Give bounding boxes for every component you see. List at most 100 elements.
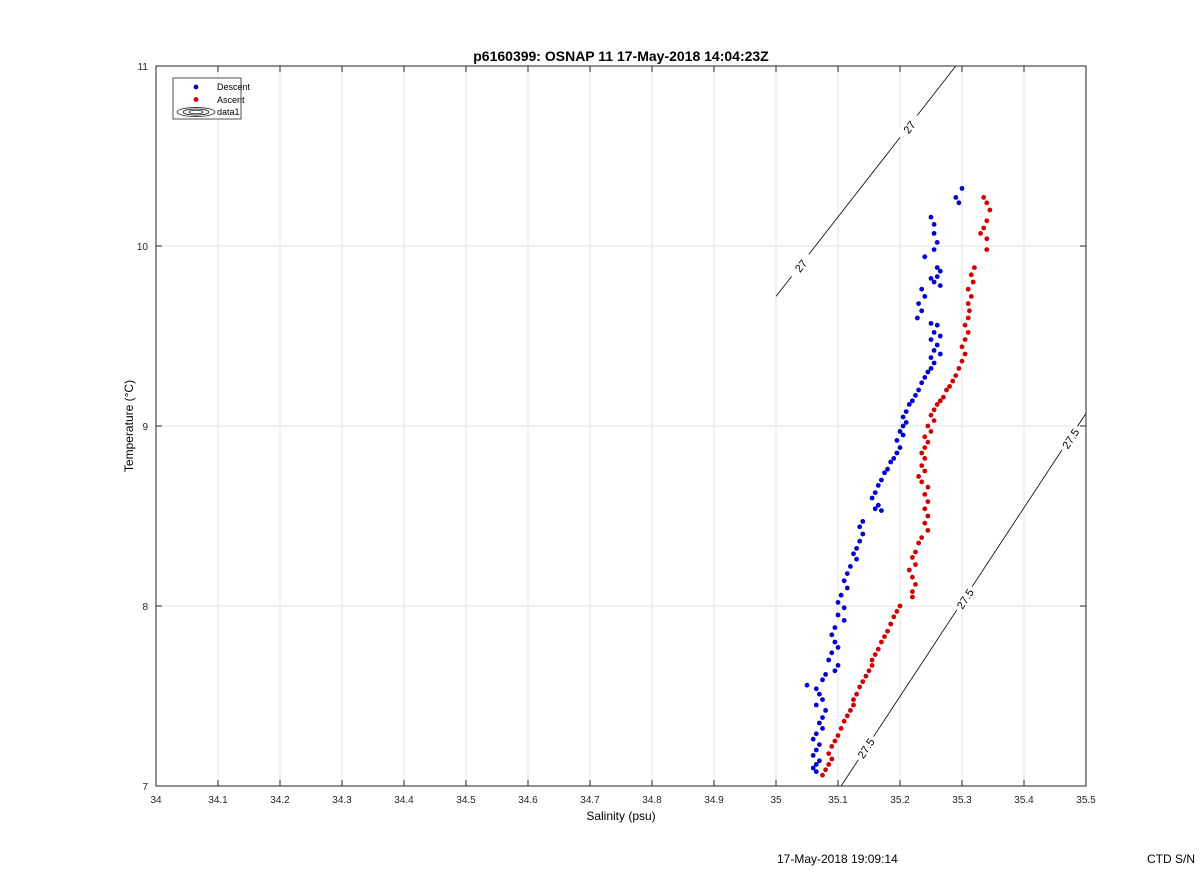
descent-point bbox=[835, 645, 841, 650]
descent-point bbox=[854, 546, 859, 551]
descent-point bbox=[860, 531, 866, 537]
footer-ctd-serial: CTD S/N bbox=[1147, 852, 1195, 866]
descent-point bbox=[841, 578, 847, 584]
ascent-point bbox=[959, 358, 965, 364]
x-tick-label: 34.1 bbox=[208, 795, 228, 806]
x-tick-label: 34.5 bbox=[456, 795, 476, 806]
ascent-point bbox=[866, 668, 872, 674]
descent-point bbox=[937, 268, 943, 274]
descent-point bbox=[931, 231, 937, 236]
descent-point bbox=[897, 445, 903, 450]
ascent-point bbox=[984, 200, 990, 206]
ascent-point bbox=[972, 265, 977, 270]
x-tick-label: 34 bbox=[150, 795, 162, 806]
data-points bbox=[804, 186, 993, 778]
ascent-point bbox=[835, 733, 841, 738]
descent-point bbox=[857, 538, 863, 544]
ascent-point bbox=[928, 429, 934, 434]
ascent-point bbox=[965, 330, 971, 335]
ascent-point bbox=[863, 673, 869, 679]
ascent-point bbox=[913, 582, 918, 587]
descent-point bbox=[937, 333, 943, 339]
descent-point bbox=[841, 605, 847, 611]
descent-point bbox=[916, 387, 921, 393]
descent-point bbox=[934, 240, 940, 245]
descent-point bbox=[931, 330, 937, 335]
ascent-point bbox=[913, 549, 918, 555]
ascent-point bbox=[851, 697, 856, 702]
descent-point bbox=[959, 186, 965, 191]
descent-point bbox=[875, 502, 881, 508]
descent-point bbox=[913, 393, 918, 398]
x-tick-label: 34.8 bbox=[642, 795, 662, 806]
ascent-point bbox=[869, 663, 875, 668]
ascent-point bbox=[931, 407, 937, 413]
ascent-point bbox=[869, 657, 875, 663]
descent-point bbox=[813, 747, 819, 753]
ascent-point bbox=[913, 562, 918, 567]
descent-point bbox=[922, 375, 928, 380]
descent-point bbox=[910, 398, 915, 404]
descent-point bbox=[919, 286, 925, 292]
descent-point bbox=[844, 585, 850, 591]
ascent-point bbox=[965, 315, 971, 321]
descent-point bbox=[872, 490, 878, 495]
ascent-point bbox=[885, 628, 890, 634]
ascent-point bbox=[947, 384, 952, 389]
ascent-point bbox=[875, 646, 881, 652]
ascent-point bbox=[829, 744, 835, 749]
ascent-point bbox=[910, 555, 915, 560]
descent-point bbox=[937, 351, 943, 357]
x-tick-label: 35.1 bbox=[828, 795, 848, 806]
ascent-point bbox=[987, 207, 993, 213]
descent-point bbox=[820, 715, 825, 720]
ascent-point bbox=[968, 294, 974, 299]
descent-point bbox=[820, 726, 825, 731]
descent-point bbox=[832, 668, 838, 674]
ascent-point bbox=[962, 337, 968, 342]
ascent-point bbox=[928, 412, 934, 418]
descent-point bbox=[879, 477, 884, 483]
descent-point bbox=[900, 432, 906, 438]
descent-point bbox=[888, 459, 894, 465]
ascent-point bbox=[967, 308, 972, 314]
footer-timestamp: 17-May-2018 19:09:14 bbox=[777, 852, 898, 866]
contour-label-bg bbox=[852, 732, 880, 764]
descent-point bbox=[841, 618, 847, 623]
descent-point bbox=[829, 650, 835, 656]
ascent-point bbox=[894, 609, 900, 614]
x-tick-label: 35.2 bbox=[890, 795, 910, 806]
descent-point bbox=[857, 524, 863, 530]
descent-point bbox=[835, 612, 841, 618]
descent-point bbox=[879, 508, 884, 513]
contour-label-bg bbox=[786, 250, 815, 282]
descent-point bbox=[953, 195, 959, 200]
ascent-point bbox=[910, 574, 915, 580]
ascent-point bbox=[965, 286, 971, 292]
ascent-point bbox=[832, 738, 838, 744]
descent-point bbox=[928, 337, 934, 342]
ascent-point bbox=[959, 344, 965, 350]
contour-label: 27 bbox=[902, 119, 919, 136]
ascent-point bbox=[910, 594, 915, 600]
x-tick-label: 34.6 bbox=[518, 795, 538, 806]
ascent-point bbox=[882, 634, 887, 639]
ascent-point bbox=[897, 603, 903, 609]
ascent-point bbox=[857, 684, 863, 690]
descent-point bbox=[813, 731, 819, 737]
ascent-point bbox=[941, 394, 946, 400]
x-axis-label: Salinity (psu) bbox=[586, 809, 655, 823]
descent-point bbox=[813, 769, 819, 774]
ascent-point bbox=[922, 456, 928, 461]
axis-ticks: 34 34.1 34.2 34.3 34.4 34.5 34.6 34.7 34.8 34.9 35… bbox=[137, 62, 1096, 806]
descent-point bbox=[882, 470, 887, 476]
descent-point bbox=[804, 682, 810, 688]
ascent-point bbox=[879, 639, 884, 645]
ascent-point bbox=[919, 535, 925, 540]
ascent-point bbox=[919, 463, 925, 468]
descent-point bbox=[928, 214, 934, 220]
descent-point bbox=[894, 438, 900, 443]
ascent-point bbox=[838, 726, 844, 731]
descent-point bbox=[810, 765, 816, 771]
ascent-point bbox=[925, 423, 931, 429]
